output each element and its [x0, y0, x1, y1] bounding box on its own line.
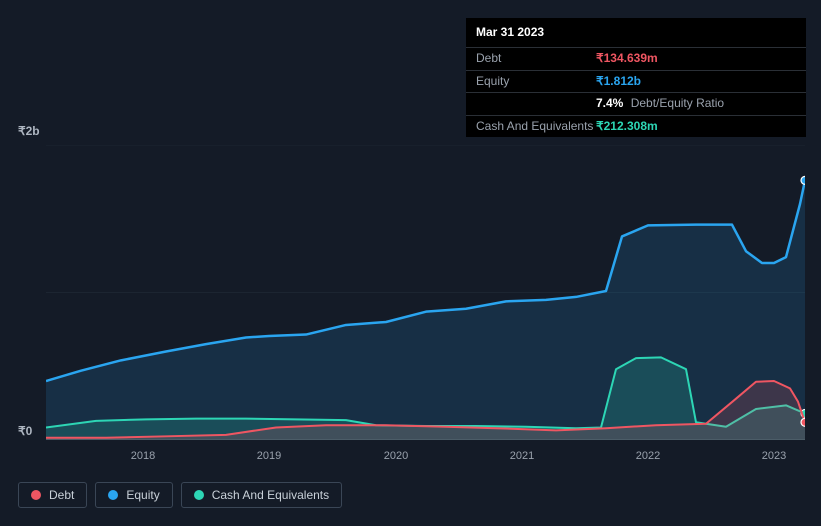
x-axis-tick-label: 2019	[257, 450, 281, 462]
tooltip-suffix: Debt/Equity Ratio	[631, 96, 724, 110]
x-axis-tick-label: 2018	[131, 450, 155, 462]
legend-item-equity[interactable]: Equity	[95, 482, 172, 508]
y-axis-label-top: ₹2b	[18, 124, 40, 138]
tooltip-row-ratio: 7.4% Debt/Equity Ratio	[466, 93, 806, 115]
tooltip-row-debt: Debt ₹134.639m	[466, 48, 806, 70]
tooltip-label	[476, 95, 596, 112]
legend: Debt Equity Cash And Equivalents	[18, 482, 342, 508]
legend-label: Equity	[126, 488, 159, 502]
x-axis-tick-label: 2020	[384, 450, 408, 462]
tooltip-value: ₹134.639m	[596, 50, 658, 67]
legend-label: Cash And Equivalents	[212, 488, 329, 502]
tooltip-row-cash: Cash And Equivalents ₹212.308m	[466, 116, 806, 137]
legend-dot	[31, 490, 41, 500]
y-axis-label-bottom: ₹0	[18, 424, 32, 438]
legend-item-cash-and-equivalents[interactable]: Cash And Equivalents	[181, 482, 342, 508]
tooltip-value: ₹212.308m	[596, 118, 658, 135]
legend-dot	[194, 490, 204, 500]
equity-end-marker	[801, 176, 805, 184]
legend-dot	[108, 490, 118, 500]
legend-item-debt[interactable]: Debt	[18, 482, 87, 508]
tooltip-row-equity: Equity ₹1.812b	[466, 71, 806, 93]
legend-label: Debt	[49, 488, 74, 502]
x-axis-tick-label: 2022	[636, 450, 660, 462]
tooltip-label: Cash And Equivalents	[476, 118, 596, 135]
x-axis-tick-label: 2023	[762, 450, 786, 462]
chart-svg	[46, 145, 805, 440]
debt-end-marker	[801, 418, 805, 426]
tooltip-value: ₹1.812b	[596, 73, 641, 90]
x-axis-tick-label: 2021	[510, 450, 534, 462]
tooltip-panel: Mar 31 2023 Debt ₹134.639m Equity ₹1.812…	[466, 18, 806, 137]
chart-container: Mar 31 2023 Debt ₹134.639m Equity ₹1.812…	[0, 0, 821, 526]
tooltip-label: Equity	[476, 73, 596, 90]
tooltip-label: Debt	[476, 50, 596, 67]
tooltip-date: Mar 31 2023	[466, 18, 806, 48]
tooltip-value: 7.4%	[596, 96, 623, 110]
